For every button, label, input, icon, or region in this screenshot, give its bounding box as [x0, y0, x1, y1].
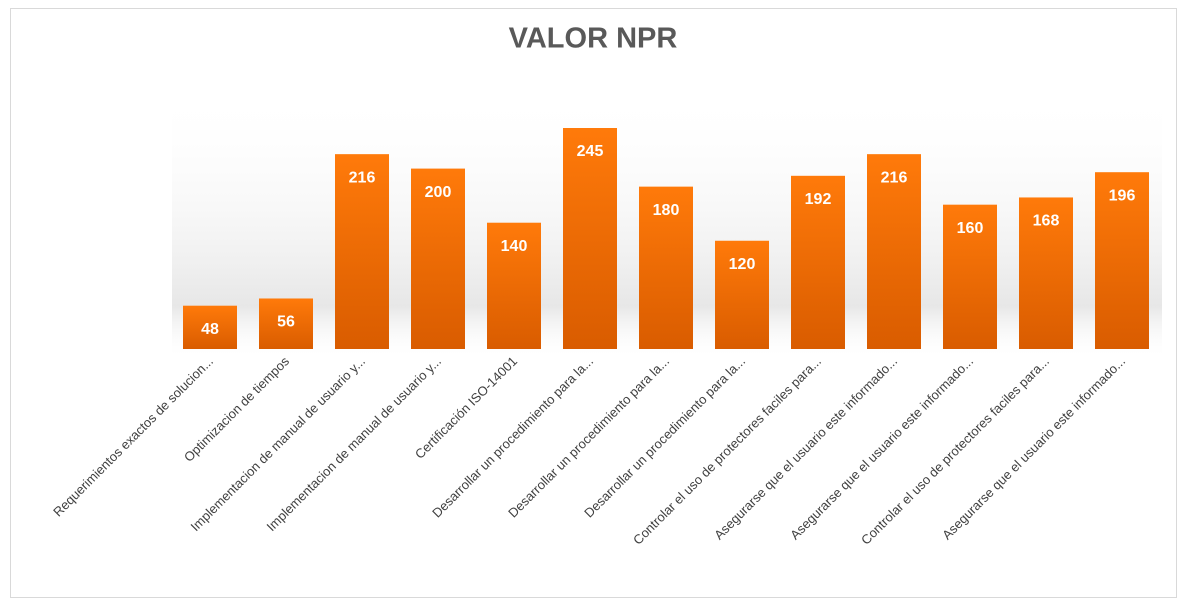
bar: [867, 154, 921, 349]
data-label: 48: [201, 321, 219, 338]
bar: [715, 240, 769, 349]
bar: [1095, 172, 1149, 349]
data-label: 120: [729, 256, 756, 273]
bar: [943, 204, 997, 349]
data-label: 160: [957, 220, 984, 237]
data-label: 245: [577, 143, 604, 160]
bar: [563, 128, 617, 349]
data-label: 200: [425, 184, 452, 201]
data-label: 168: [1033, 213, 1060, 230]
data-label: 216: [881, 169, 908, 186]
data-label: 216: [349, 169, 376, 186]
bar: [411, 168, 465, 349]
bar: [259, 298, 313, 349]
data-label: 192: [805, 191, 832, 208]
data-label: 180: [653, 202, 680, 219]
bar: [335, 154, 389, 349]
data-label: 140: [501, 238, 528, 255]
bar: [1019, 197, 1073, 349]
bar: [183, 305, 237, 349]
data-label: 56: [277, 314, 295, 331]
chart-title: VALOR NPR: [509, 23, 678, 55]
bar: [639, 186, 693, 349]
bar: [487, 222, 541, 349]
bar: [791, 175, 845, 349]
data-label: 196: [1109, 187, 1136, 204]
